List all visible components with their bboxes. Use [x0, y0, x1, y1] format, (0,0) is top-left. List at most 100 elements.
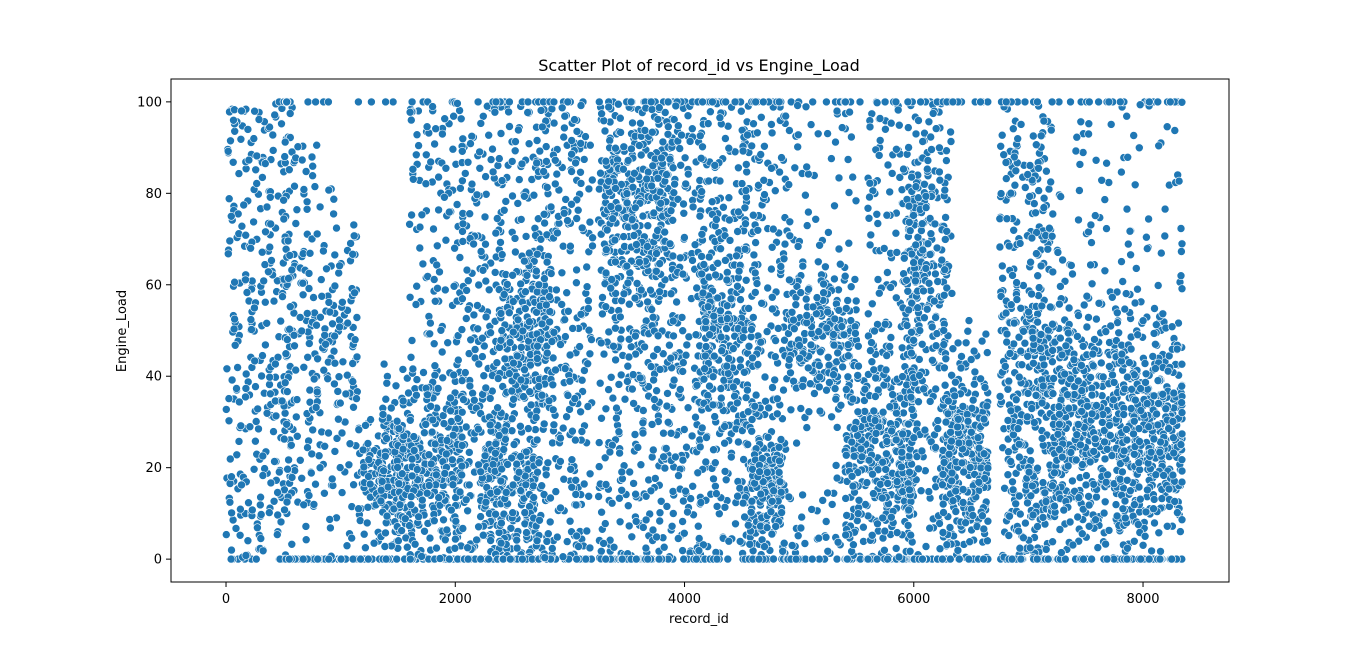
data-point [855, 97, 865, 107]
data-point [516, 215, 526, 224]
data-point [523, 97, 533, 107]
data-point [871, 429, 881, 438]
data-point [342, 541, 352, 551]
data-point [594, 438, 604, 447]
data-point [656, 199, 666, 208]
data-point [652, 532, 661, 542]
data-point [393, 463, 402, 472]
data-point [653, 331, 663, 341]
data-point [406, 492, 416, 501]
data-point [460, 368, 470, 377]
data-point [486, 536, 495, 545]
data-point [274, 467, 284, 477]
data-point [430, 361, 440, 371]
data-point [703, 302, 713, 312]
data-point [666, 289, 676, 299]
data-point [712, 215, 721, 224]
data-point [747, 141, 757, 151]
data-point [585, 469, 595, 479]
data-point [531, 425, 540, 434]
data-point [760, 190, 769, 199]
data-point [659, 452, 668, 462]
data-point [696, 498, 706, 507]
data-point [807, 554, 817, 564]
data-point [257, 247, 267, 257]
data-point [422, 122, 432, 131]
data-point [394, 479, 404, 489]
data-point [407, 210, 416, 220]
data-point [537, 122, 547, 132]
data-point [499, 206, 509, 215]
data-point [556, 433, 565, 443]
data-point [823, 352, 833, 362]
data-point [598, 309, 607, 319]
data-point [747, 426, 757, 436]
data-point [366, 415, 375, 424]
data-point [716, 332, 726, 342]
data-point [814, 327, 824, 336]
data-point [598, 293, 607, 302]
data-point [281, 349, 291, 359]
data-point [596, 546, 606, 556]
data-point [883, 479, 893, 488]
data-point [256, 534, 266, 543]
data-point [642, 174, 652, 184]
data-point [230, 277, 239, 287]
data-point [666, 353, 676, 363]
data-point [746, 507, 756, 517]
data-point [841, 385, 851, 394]
data-point [414, 141, 423, 150]
data-point [691, 412, 700, 422]
data-point [681, 350, 691, 360]
data-point [628, 118, 637, 128]
data-point [433, 384, 443, 393]
data-point [552, 532, 562, 542]
data-point [576, 168, 585, 177]
data-point [466, 139, 475, 148]
data-point [772, 394, 782, 404]
data-point [261, 340, 270, 350]
data-point [722, 275, 732, 285]
data-point [891, 544, 901, 553]
data-point [429, 224, 438, 234]
data-point [254, 115, 264, 124]
data-point [276, 316, 286, 326]
data-point [481, 239, 490, 249]
data-point [230, 340, 240, 350]
data-point [635, 373, 645, 383]
data-point [725, 215, 734, 225]
data-point [646, 97, 656, 107]
data-point [839, 330, 849, 340]
data-point [776, 262, 786, 271]
data-point [806, 340, 816, 350]
data-point [764, 403, 774, 413]
data-point [315, 202, 325, 212]
data-point [291, 365, 301, 375]
data-point [301, 535, 311, 545]
data-point [753, 226, 763, 235]
data-point [525, 387, 535, 397]
data-point [885, 187, 895, 197]
data-point [501, 488, 511, 497]
data-point [653, 115, 663, 124]
data-point [819, 288, 828, 298]
data-point [449, 370, 459, 380]
data-point [551, 487, 561, 496]
data-point [465, 209, 475, 218]
data-point [345, 439, 355, 449]
data-point [774, 442, 784, 452]
data-point [285, 324, 294, 334]
data-point [408, 364, 418, 374]
data-point [706, 107, 715, 116]
data-point [476, 467, 486, 477]
data-point [874, 151, 884, 160]
data-point [883, 160, 893, 170]
data-point [402, 542, 412, 552]
data-point [605, 136, 615, 145]
data-point [624, 299, 634, 309]
data-point [455, 253, 465, 262]
data-point [421, 420, 431, 429]
data-point [545, 292, 554, 301]
data-point [558, 241, 568, 251]
data-point [866, 230, 876, 240]
